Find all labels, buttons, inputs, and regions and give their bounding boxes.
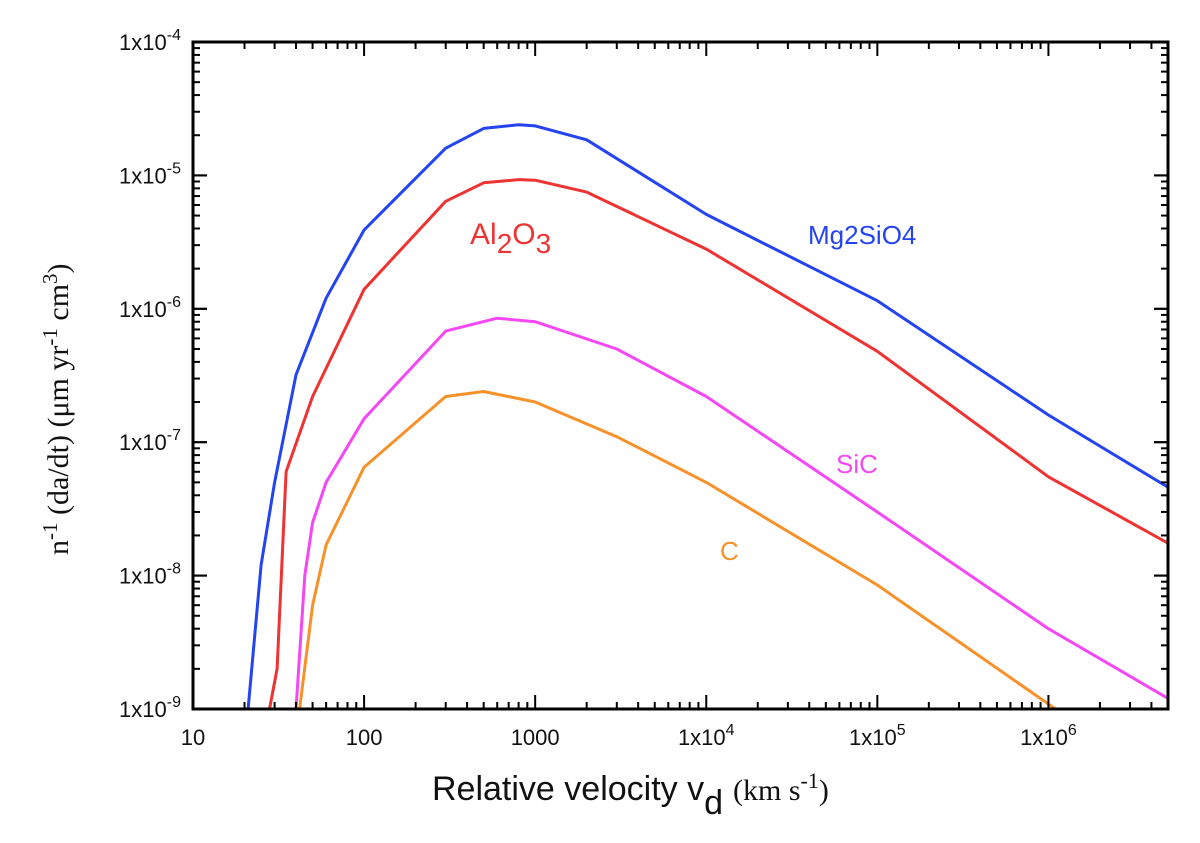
y-axis-title: n-1 (da/dt) (μm yr-1 cm3) bbox=[38, 263, 75, 555]
al2o3-sub1: 2 bbox=[497, 228, 513, 259]
x-title-sub: d bbox=[704, 784, 723, 822]
y-tick-label: 1x10-7 bbox=[119, 427, 181, 455]
series-layer bbox=[246, 123, 1168, 709]
x-title-unit-close: ) bbox=[819, 774, 829, 807]
x-tick-label: 10 bbox=[181, 725, 205, 750]
al2o3-sub2: 3 bbox=[536, 228, 552, 259]
al2o3-al: Al bbox=[470, 218, 497, 251]
x-title-unit: (km s bbox=[733, 774, 801, 807]
x-title-main: Relative velocity v bbox=[432, 770, 704, 808]
y-title-b: (da/dt) (μm yr bbox=[42, 346, 75, 523]
x-tick-label: 1x105 bbox=[849, 722, 906, 750]
series-label-mg2sio4: Mg2SiO4 bbox=[808, 220, 916, 250]
tick-labels: 10 100 1000 1x104 1x105 1x106 1x10-4 1x10-5 1x10… bbox=[119, 27, 1077, 750]
x-tick-label: 1x106 bbox=[1020, 722, 1077, 750]
y-tick-label: 1x10-8 bbox=[119, 561, 181, 589]
series-label-c: C bbox=[720, 536, 739, 566]
y-title-b-sup: -1 bbox=[38, 328, 62, 346]
y-tick-label: 1x10-5 bbox=[119, 160, 181, 188]
y-tick-label: 1x10-9 bbox=[119, 694, 181, 722]
x-title-unit-sup: -1 bbox=[801, 768, 819, 793]
series-line-al2o3 bbox=[268, 178, 1168, 709]
y-tick-label: 1x10-4 bbox=[119, 27, 181, 55]
y-title-c: cm bbox=[42, 284, 75, 328]
series-line-c bbox=[298, 390, 1057, 709]
series-line-sic bbox=[294, 316, 1168, 709]
y-title-a: n bbox=[42, 540, 75, 555]
x-tick-label: 1x104 bbox=[678, 722, 735, 750]
y-title-d: ) bbox=[42, 263, 75, 273]
x-tick-label: 1000 bbox=[511, 725, 560, 750]
y-title-c-sup: 3 bbox=[38, 273, 62, 284]
series-label-sic: SiC bbox=[836, 449, 878, 479]
series-label-al2o3: Al2O3 bbox=[470, 218, 551, 259]
x-tick-label: 100 bbox=[346, 725, 383, 750]
x-axis-title: Relative velocity vd (km s-1) bbox=[432, 768, 829, 822]
al2o3-o: O bbox=[512, 218, 535, 251]
plot-frame bbox=[191, 40, 1170, 711]
y-tick-label: 1x10-6 bbox=[119, 294, 181, 322]
y-title-a-sup: -1 bbox=[38, 523, 62, 541]
series-line-mg2sio4 bbox=[246, 123, 1168, 709]
